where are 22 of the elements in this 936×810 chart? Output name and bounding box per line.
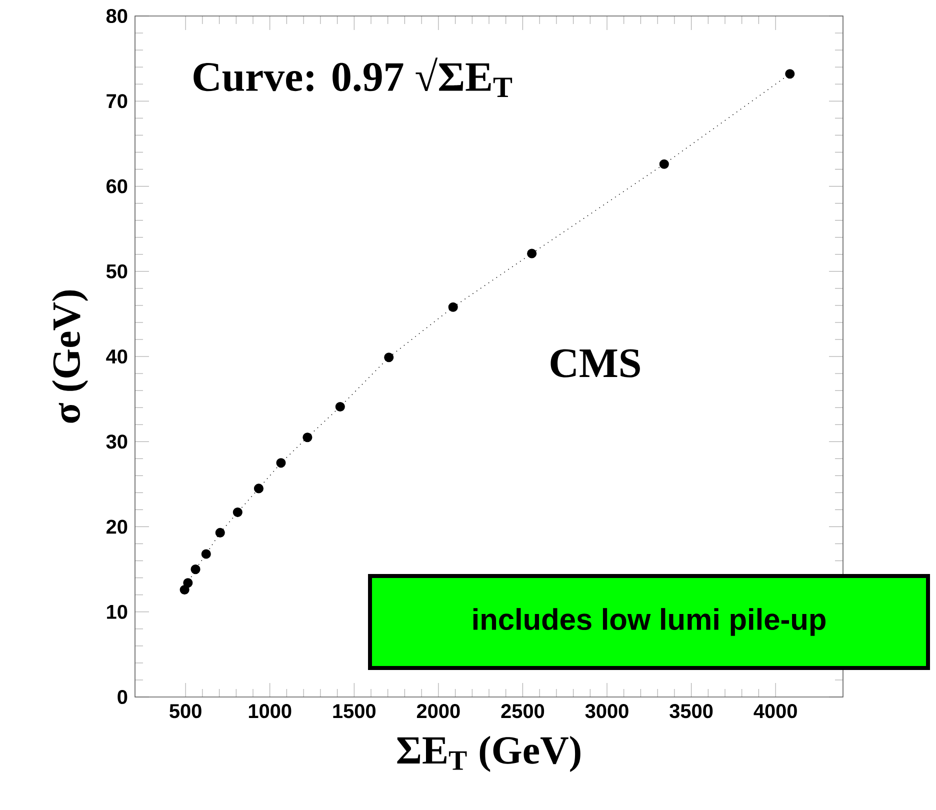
x-tick-label: 2000 [416,704,460,718]
y-tick-label: 10 [107,604,128,619]
y-tick-label: 40 [106,349,128,364]
annotation: Curve: 0.97 √ΣE$_{T}$ [194,58,512,97]
y-tick-label: 80 [106,8,128,24]
x-tick-label: 1000 [248,704,292,718]
x-tick-label: 2500 [501,704,544,718]
x-tick-label: 4000 [754,704,797,718]
y-tick-label: 50 [106,264,128,278]
y-tick-label: 20 [106,520,128,534]
y-tick-label: 30 [106,434,128,449]
x-tick-label: 3500 [670,704,713,718]
annotation: includes low lumi pile-up [473,608,826,636]
x-tick-label: 1500 [333,704,376,718]
x-tick-label: 500 [170,704,202,718]
y-tick-label: 70 [106,94,128,108]
annotation: CMS [550,349,640,378]
y-axis-title: σ (GeV) [52,290,88,423]
x-tick-label: 3000 [585,704,628,718]
y-tick-label: 0 [118,690,128,704]
y-tick-label: 60 [106,179,128,194]
x-axis-title: ΣE$_{T}$ (GeV) [397,736,580,772]
